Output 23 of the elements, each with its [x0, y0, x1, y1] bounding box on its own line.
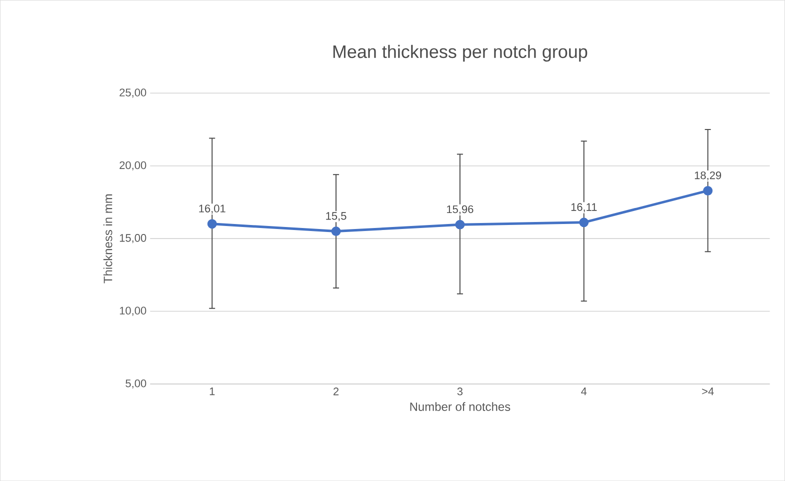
data-label: 18,29	[694, 171, 722, 180]
data-label: 15,5	[326, 212, 346, 222]
point	[331, 226, 341, 236]
x-tick-label: 1	[210, 387, 215, 396]
point	[579, 218, 589, 228]
x-tick-label: 4	[581, 387, 587, 396]
y-tick-label: 5,00	[126, 379, 146, 388]
y-tick-label: 10,00	[120, 306, 146, 316]
point	[455, 220, 465, 230]
x-tick-label: >4	[702, 387, 714, 396]
y-tick-label: 25,00	[120, 88, 146, 98]
data-label: 16,11	[571, 203, 597, 212]
x-tick-label: 2	[334, 387, 339, 396]
data-label: 15,96	[447, 205, 474, 214]
y-tick-label: 20,00	[120, 161, 146, 170]
point	[703, 186, 713, 196]
x-tick-label: 3	[457, 387, 463, 396]
x-axis-title: Number of notches	[410, 402, 510, 411]
chart-title: Mean thickness per notch group	[333, 44, 588, 62]
y-tick-label: 15,00	[120, 234, 146, 244]
data-label: 16,01	[199, 204, 226, 214]
y-axis-title: Thickness in mm	[103, 194, 112, 284]
point	[207, 219, 217, 229]
